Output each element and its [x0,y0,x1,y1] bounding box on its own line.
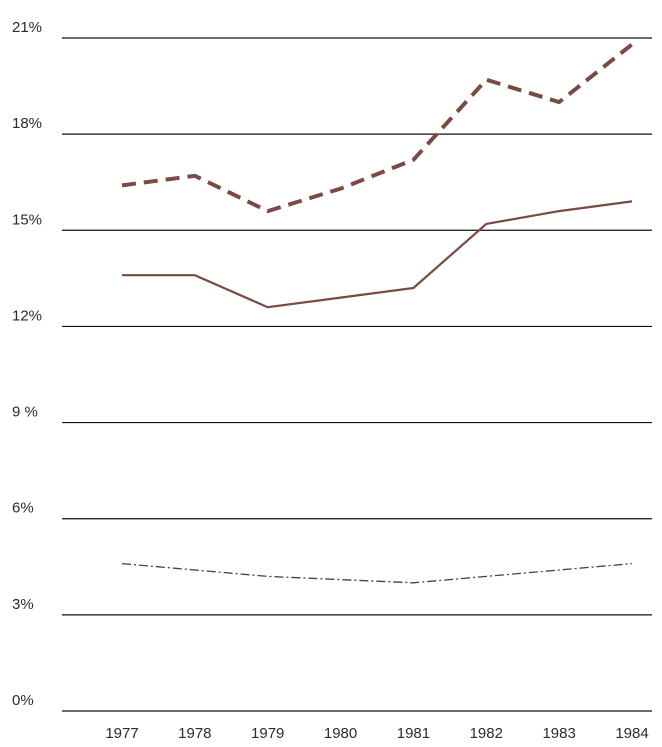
y-tick-label: 15% [12,211,42,228]
y-tick-label: 18% [12,115,42,132]
x-tick-label: 1980 [324,725,357,742]
dash-dot-series-line [121,562,633,584]
x-tick-label: 1978 [178,725,211,742]
series-lines [121,42,634,584]
y-axis-tick-labels: 21% 18% 15% 12% 9 % 6% 3% 0% [12,19,42,709]
x-tick-label: 1977 [105,725,138,742]
y-tick-label: 21% [12,19,42,36]
y-tick-label: 12% [12,307,42,324]
y-tick-label: 6% [12,500,34,517]
gridlines [62,37,652,712]
dashed-series-line [121,42,634,214]
x-tick-label: 1984 [615,725,648,742]
x-tick-label: 1983 [542,725,575,742]
x-tick-label: 1982 [470,725,503,742]
y-tick-label: 9 % [12,404,38,421]
x-tick-label: 1981 [397,725,430,742]
solid-series-line [122,200,633,309]
y-tick-label: 0% [12,692,34,709]
y-tick-label: 3% [12,596,34,613]
x-tick-label: 1979 [251,725,284,742]
x-axis-tick-labels: 1977 1978 1979 1980 1981 1982 1983 1984 [105,725,648,742]
